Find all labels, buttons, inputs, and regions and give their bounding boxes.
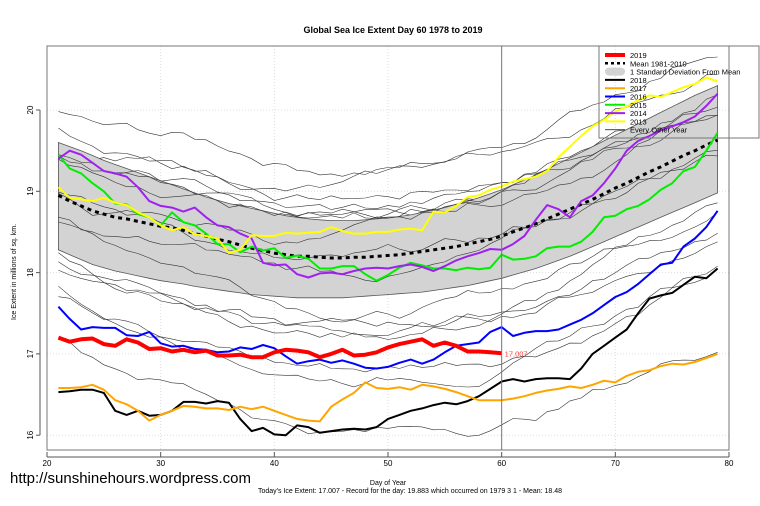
- x-tick-label: 70: [611, 459, 620, 468]
- legend-swatch: [605, 67, 625, 76]
- x-tick-label: 80: [725, 459, 734, 468]
- watermark-url: http://sunshinehours.wordpress.com: [10, 470, 251, 487]
- series-line-2015: [57, 132, 719, 282]
- every-other-year-line: [58, 212, 718, 323]
- y-tick-label: 17: [26, 349, 35, 358]
- current-value-label: 17.007: [505, 349, 528, 358]
- series-lines: [57, 76, 719, 437]
- every-other-year-line: [58, 202, 718, 340]
- series-line-2016: [57, 210, 719, 370]
- legend-label: 1 Standard Deviation From Mean: [630, 68, 740, 77]
- y-axis: 16 17 18 19 20: [26, 105, 41, 440]
- x-axis-label: Day of Year: [370, 480, 407, 487]
- legend-label: 2016: [630, 93, 647, 102]
- x-tick-label: 40: [270, 459, 279, 468]
- y-tick-label: 20: [26, 105, 35, 114]
- legend-label: Every Other Year: [630, 126, 688, 135]
- x-axis: 20 30 40 50 60 70 80: [43, 452, 734, 468]
- footer-text: Today's Ice Extent: 17.007 - Record for …: [257, 488, 563, 495]
- legend-label: 2017: [630, 84, 647, 93]
- legend-box: [598, 45, 760, 139]
- series-line-2019: [57, 335, 502, 360]
- legend-label: 2013: [630, 117, 647, 126]
- legend-label: 2015: [630, 101, 647, 110]
- footer-stats: Today's Ice Extent: 17.007 - Record for …: [0, 488, 760, 495]
- every-other-year-line: [58, 154, 718, 261]
- every-other-year-line: [58, 150, 718, 283]
- x-tick-label: 30: [156, 459, 165, 468]
- every-other-year-line: [58, 90, 718, 201]
- legend-label: 2019: [630, 51, 647, 60]
- series-line-2014: [57, 93, 719, 279]
- x-tick-label: 50: [384, 459, 393, 468]
- legend-label: 2018: [630, 76, 647, 85]
- series-line-2017: [58, 352, 718, 423]
- y-tick-label: 16: [26, 430, 35, 439]
- every-other-year-line: [58, 106, 718, 219]
- chart-title: Global Sea Ice Extent Day 60 1978 to 201…: [303, 25, 482, 35]
- every-other-year-lines-over: [58, 74, 718, 437]
- y-tick-label: 18: [26, 268, 35, 277]
- legend-label: Mean 1981-2010: [630, 59, 687, 68]
- x-tick-label: 60: [497, 459, 506, 468]
- every-other-year-line: [58, 74, 718, 177]
- y-tick-label: 19: [26, 186, 35, 195]
- every-other-year-line: [58, 241, 718, 336]
- every-other-year-line: [58, 114, 718, 210]
- mean-line: [57, 138, 719, 260]
- plot-frame: [46, 45, 730, 451]
- y-axis-label: Ice Extent in millions of sq. km.: [11, 224, 18, 320]
- every-other-year-line: [58, 56, 718, 192]
- series-line-2013: [57, 76, 718, 255]
- every-other-year-line: [58, 265, 718, 388]
- legend-label: 2014: [630, 109, 647, 118]
- every-other-year-line: [58, 233, 718, 328]
- x-tick-label: 20: [43, 459, 52, 468]
- every-other-year-line: [58, 339, 718, 437]
- every-other-year-line: [58, 115, 718, 220]
- std-dev-band: [58, 84, 718, 299]
